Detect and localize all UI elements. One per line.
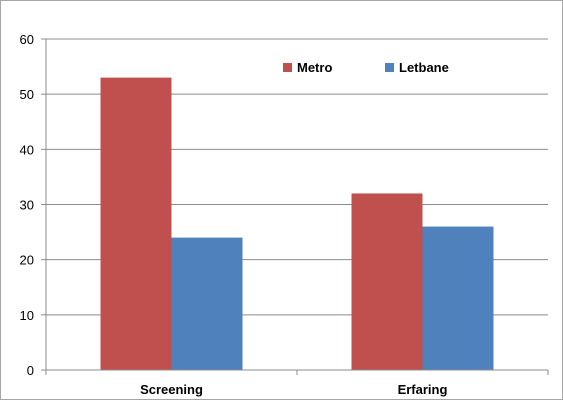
legend-swatch-metro [283, 63, 292, 72]
x-category-label: Erfaring [398, 382, 448, 397]
legend-label-metro: Metro [297, 60, 332, 75]
y-tick-label: 0 [27, 363, 34, 378]
y-tick-label: 50 [20, 87, 34, 102]
x-axis: Screening Erfaring [45, 369, 549, 397]
legend-label-letbane: Letbane [399, 60, 449, 75]
bar-metro-screening [100, 77, 172, 370]
bar-metro-erfaring [351, 193, 423, 370]
bar-letbane-screening [171, 237, 243, 370]
y-tick-label: 40 [20, 142, 34, 157]
y-tick-label: 60 [20, 32, 34, 47]
bar-letbane-erfaring [422, 226, 494, 370]
legend-swatch-letbane [385, 63, 394, 72]
y-tick-label: 10 [20, 308, 34, 323]
y-axis: 0 10 20 30 40 50 60 [20, 32, 47, 378]
x-category-label: Screening [140, 382, 203, 397]
legend: Metro Letbane [283, 60, 449, 75]
y-tick-label: 30 [20, 198, 34, 213]
y-tick-label: 20 [20, 253, 34, 268]
bars [100, 77, 494, 370]
